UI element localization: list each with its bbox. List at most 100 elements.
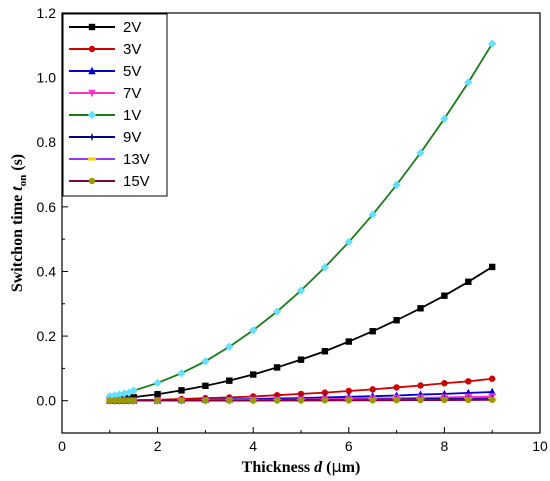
data-point bbox=[177, 369, 186, 378]
data-point bbox=[321, 397, 329, 404]
data-point bbox=[416, 148, 425, 158]
y-tick-label: 0.0 bbox=[37, 393, 57, 409]
data-point bbox=[226, 377, 233, 384]
legend-marker bbox=[87, 132, 97, 142]
legend-label: 2V bbox=[123, 19, 141, 36]
data-point bbox=[489, 375, 496, 382]
data-point bbox=[226, 397, 233, 404]
data-point bbox=[153, 378, 162, 388]
y-tick-label: 1.2 bbox=[37, 5, 57, 21]
data-point bbox=[464, 78, 473, 87]
data-point bbox=[297, 356, 305, 363]
data-point bbox=[249, 326, 258, 335]
legend-marker bbox=[88, 23, 96, 31]
legend-marker bbox=[87, 110, 97, 120]
y-tick-label: 0.2 bbox=[37, 328, 57, 344]
x-tick-label: 6 bbox=[345, 438, 353, 454]
legend-item: 5V bbox=[69, 63, 141, 80]
data-point bbox=[116, 397, 123, 404]
x-tick-label: 4 bbox=[249, 438, 257, 454]
data-point bbox=[320, 263, 330, 272]
legend-item: 15V bbox=[69, 173, 150, 190]
data-point bbox=[321, 389, 329, 396]
x-tick-label: 0 bbox=[58, 438, 66, 454]
legend-label: 5V bbox=[123, 63, 141, 80]
x-axis-label: Thickness d (μm) bbox=[242, 457, 361, 476]
data-point bbox=[297, 397, 305, 404]
data-point bbox=[465, 278, 472, 285]
x-tick-label: 2 bbox=[154, 438, 162, 454]
legend-label: 15V bbox=[123, 173, 150, 190]
data-point bbox=[440, 114, 449, 123]
legend-box bbox=[62, 13, 168, 197]
data-point bbox=[417, 305, 424, 312]
x-tick-label: 10 bbox=[532, 438, 548, 454]
y-tick-label: 1.0 bbox=[37, 70, 57, 86]
data-point bbox=[465, 378, 472, 385]
data-point bbox=[345, 387, 352, 395]
data-point bbox=[488, 39, 497, 48]
data-point bbox=[441, 380, 448, 387]
legend: 2V 3V 5V 7V 1V 9V 13V 15V bbox=[62, 13, 168, 197]
data-point bbox=[273, 364, 281, 371]
data-point bbox=[111, 397, 118, 404]
data-point bbox=[321, 348, 329, 355]
data-point bbox=[489, 263, 496, 271]
legend-item: 2V bbox=[69, 19, 141, 36]
data-point bbox=[344, 237, 353, 247]
data-point bbox=[297, 390, 305, 398]
y-tick-label: 0.4 bbox=[37, 263, 57, 279]
data-point bbox=[250, 397, 257, 404]
data-point bbox=[225, 342, 234, 351]
data-point bbox=[154, 391, 161, 398]
data-point bbox=[178, 397, 185, 404]
data-point bbox=[417, 382, 424, 389]
legend-label: 13V bbox=[123, 151, 150, 168]
data-point bbox=[369, 386, 376, 393]
legend-item: 3V bbox=[69, 41, 141, 58]
data-point bbox=[154, 397, 161, 404]
data-point bbox=[489, 396, 496, 404]
data-point bbox=[178, 387, 185, 394]
legend-item: 1V bbox=[69, 107, 141, 124]
legend-label: 1V bbox=[123, 107, 141, 124]
data-point bbox=[345, 397, 352, 404]
data-point bbox=[369, 397, 376, 404]
legend-marker bbox=[88, 89, 96, 98]
x-tick-label: 8 bbox=[441, 438, 449, 454]
legend-label: 7V bbox=[123, 85, 141, 102]
legend-marker bbox=[87, 157, 97, 161]
axis-ticks: 0 2 4 6 8 10 0.0 0.2 0.4 0.6 0.8 1.0 1.2 bbox=[37, 5, 548, 454]
data-point bbox=[441, 292, 448, 299]
y-tick-label: 0.6 bbox=[37, 199, 57, 215]
data-point bbox=[273, 397, 281, 404]
y-axis-label: Switchon time ton (s) bbox=[9, 154, 29, 292]
legend-item: 9V bbox=[69, 129, 141, 146]
y-tick-label: 0.8 bbox=[37, 134, 57, 150]
data-point bbox=[296, 286, 306, 295]
data-point bbox=[250, 371, 257, 378]
series-15V bbox=[106, 396, 496, 404]
data-point bbox=[441, 396, 448, 404]
legend-marker bbox=[88, 66, 96, 75]
data-point bbox=[120, 397, 128, 404]
legend-label: 9V bbox=[123, 129, 141, 146]
series-group bbox=[105, 39, 497, 405]
legend-item: 13V bbox=[69, 151, 150, 168]
legend-label: 3V bbox=[123, 41, 141, 58]
data-point bbox=[106, 397, 114, 404]
legend-marker bbox=[88, 177, 96, 185]
series-1V bbox=[105, 39, 497, 401]
data-point bbox=[392, 180, 401, 190]
data-point bbox=[129, 386, 138, 395]
data-point bbox=[272, 307, 282, 316]
data-point bbox=[369, 328, 376, 335]
data-point bbox=[202, 382, 209, 390]
data-point bbox=[393, 317, 400, 324]
legend-marker bbox=[88, 45, 96, 53]
data-point bbox=[417, 396, 424, 404]
data-point bbox=[125, 397, 133, 404]
data-point bbox=[393, 384, 400, 391]
legend-item: 7V bbox=[69, 85, 141, 102]
